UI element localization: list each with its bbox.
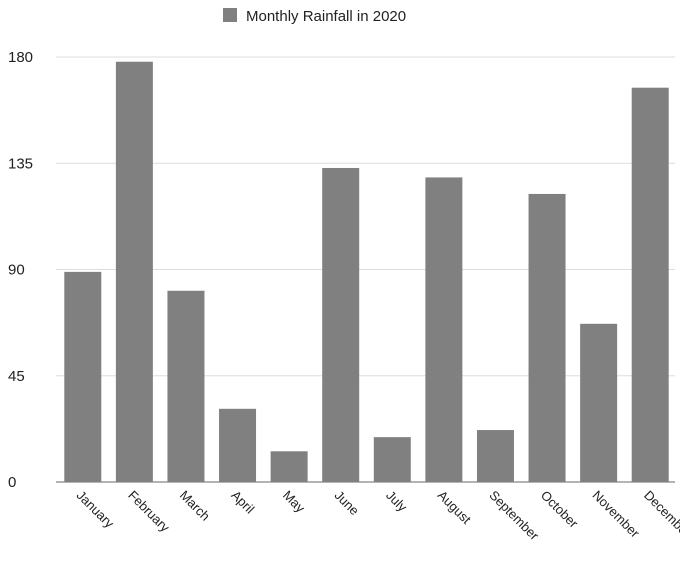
bar-september xyxy=(476,430,514,482)
x-category-label: November xyxy=(590,488,643,541)
bar-january xyxy=(64,271,102,482)
x-category-label: June xyxy=(332,488,363,519)
x-category-label: September xyxy=(486,488,542,544)
y-tick-label: 45 xyxy=(8,368,25,385)
bars xyxy=(64,61,669,482)
y-tick-label: 135 xyxy=(8,155,33,172)
chart-legend: Monthly Rainfall in 2020 xyxy=(223,8,406,25)
bar-july xyxy=(373,437,411,482)
bar-october xyxy=(528,193,566,482)
bar-december1 xyxy=(631,87,669,482)
y-axis-tick-labels: 0 45 90 135 180 xyxy=(8,49,33,491)
bar-february xyxy=(115,61,153,482)
x-axis-category-labels: January February March April May June July Augu… xyxy=(74,488,680,546)
y-tick-label: 180 xyxy=(8,49,33,66)
legend-swatch xyxy=(223,8,237,22)
x-category-label: February xyxy=(125,488,173,536)
bar-april xyxy=(219,408,257,482)
legend-label: Monthly Rainfall in 2020 xyxy=(246,8,406,25)
x-category-label: August xyxy=(435,488,474,527)
bar-november xyxy=(580,323,618,482)
x-category-label: January xyxy=(74,488,118,532)
x-category-label: March xyxy=(177,488,213,524)
gridlines xyxy=(56,56,675,483)
bar-june xyxy=(322,167,360,482)
y-tick-label: 0 xyxy=(8,474,16,491)
bar-august xyxy=(425,177,463,482)
bar-may xyxy=(270,451,308,482)
x-category-label: April xyxy=(228,488,257,517)
x-category-label: July xyxy=(383,488,410,515)
bar-march xyxy=(167,290,205,482)
x-category-label: October xyxy=(538,488,582,532)
y-tick-label: 90 xyxy=(8,262,25,279)
x-category-label: December1 xyxy=(641,488,680,546)
x-category-label: May xyxy=(280,488,308,516)
